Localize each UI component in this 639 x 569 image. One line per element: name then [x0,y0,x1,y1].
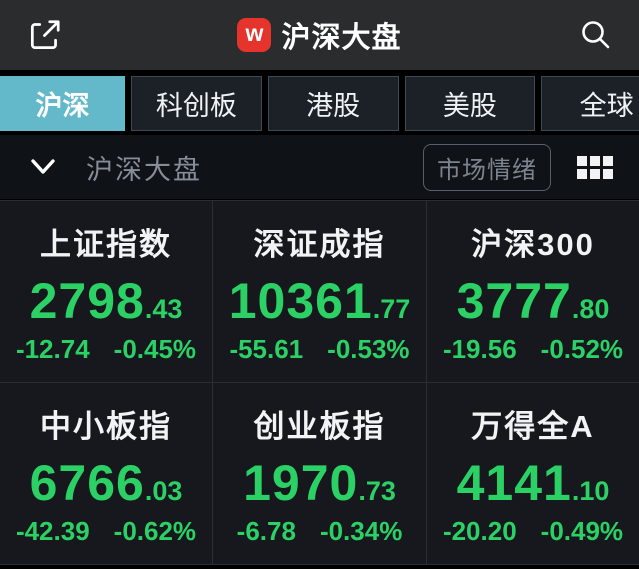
index-name: 上证指数 [40,226,172,262]
index-name: 沪深300 [471,226,595,262]
index-change-row: -42.39 -0.62% [16,516,196,547]
index-value-int: 10361 [228,272,373,329]
index-value-dec: .10 [571,475,610,506]
tab-label: 港股 [306,91,361,121]
index-change: -6.78 [236,515,296,546]
index-card-shangzheng[interactable]: 上证指数 2798.43 -12.74 -0.45% [0,201,212,382]
index-change-pct: -0.45% [113,333,197,364]
index-value-int: 6766 [29,454,145,511]
index-change-row: -20.20 -0.49% [443,516,623,547]
index-value-int: 3777 [456,272,572,329]
tab-label: 全球 [579,91,634,121]
tab-label: 科创板 [155,91,237,121]
index-name: 创业板指 [253,408,386,444]
index-value: 10361.77 [229,276,411,326]
market-sentiment-button[interactable]: 市场情绪 [423,143,551,191]
index-card-hushen300[interactable]: 沪深300 3777.80 -19.56 -0.52% [427,201,639,382]
index-change: -19.56 [442,333,517,364]
index-change-pct: -0.34% [319,515,403,546]
index-change-row: -6.78 -0.34% [237,516,403,547]
market-tab-bar: 沪深 科创板 港股 美股 全球 [0,76,639,131]
index-change-row: -55.61 -0.53% [229,334,409,365]
tab-label: 美股 [442,91,497,121]
tab-label: 沪深 [35,91,90,121]
index-change-pct: -0.52% [540,333,624,364]
index-name: 深证成指 [253,226,386,262]
index-card-grid: 上证指数 2798.43 -12.74 -0.45% 深证成指 10361.77… [0,200,639,565]
index-change-row: -12.74 -0.45% [16,334,196,365]
index-change: -12.74 [15,333,90,364]
topbar-title-group: w 沪深大盘 [106,14,533,56]
index-value-dec: .77 [372,293,411,324]
section-header: 沪深大盘 市场情绪 [0,135,639,199]
index-card-shenzheng[interactable]: 深证成指 10361.77 -55.61 -0.53% [213,201,426,382]
index-value: 6766.03 [30,458,183,508]
index-card-zhongxiaoban[interactable]: 中小板指 6766.03 -42.39 -0.62% [0,383,212,564]
index-value: 2798.43 [30,276,183,326]
index-value-int: 2798 [29,272,145,329]
tab-kechuangban[interactable]: 科创板 [131,76,262,131]
topbar-right [533,17,613,53]
index-card-wandequanA[interactable]: 万得全A 4141.10 -20.20 -0.49% [427,383,639,564]
index-card-chuangyeban[interactable]: 创业板指 1970.73 -6.78 -0.34% [213,383,426,564]
grid-view-icon[interactable] [577,155,613,179]
top-bar: w 沪深大盘 [0,0,639,70]
index-value-dec: .80 [571,293,610,324]
index-value-int: 1970 [243,454,359,511]
index-change-pct: -0.53% [327,333,410,364]
index-name: 万得全A [471,408,595,444]
tab-meigu[interactable]: 美股 [404,76,536,131]
topbar-left [26,16,106,54]
chevron-down-icon[interactable] [26,154,60,180]
tab-hushen[interactable]: 沪深 [0,76,125,131]
tab-ganggu[interactable]: 港股 [267,76,399,131]
page-title: 沪深大盘 [281,22,402,54]
index-name: 中小板指 [40,408,172,444]
index-value-dec: .03 [144,475,183,506]
share-icon[interactable] [26,16,64,54]
index-change-row: -19.56 -0.52% [443,334,623,365]
index-value: 1970.73 [243,458,396,508]
tab-quanqiu[interactable]: 全球 [541,76,639,131]
index-change: -42.39 [15,515,90,546]
index-change: -55.61 [229,333,304,364]
index-value: 4141.10 [457,458,610,508]
search-icon[interactable] [577,17,613,53]
wind-logo-letter: w [245,20,264,46]
index-change-pct: -0.49% [540,515,624,546]
index-value-int: 4141 [456,454,572,511]
index-value-dec: .73 [358,475,396,506]
index-value-dec: .43 [144,293,183,324]
index-change: -20.20 [442,515,517,546]
index-value: 3777.80 [457,276,610,326]
wind-logo: w [237,18,272,52]
index-change-pct: -0.62% [113,515,197,546]
section-title: 沪深大盘 [86,154,202,185]
